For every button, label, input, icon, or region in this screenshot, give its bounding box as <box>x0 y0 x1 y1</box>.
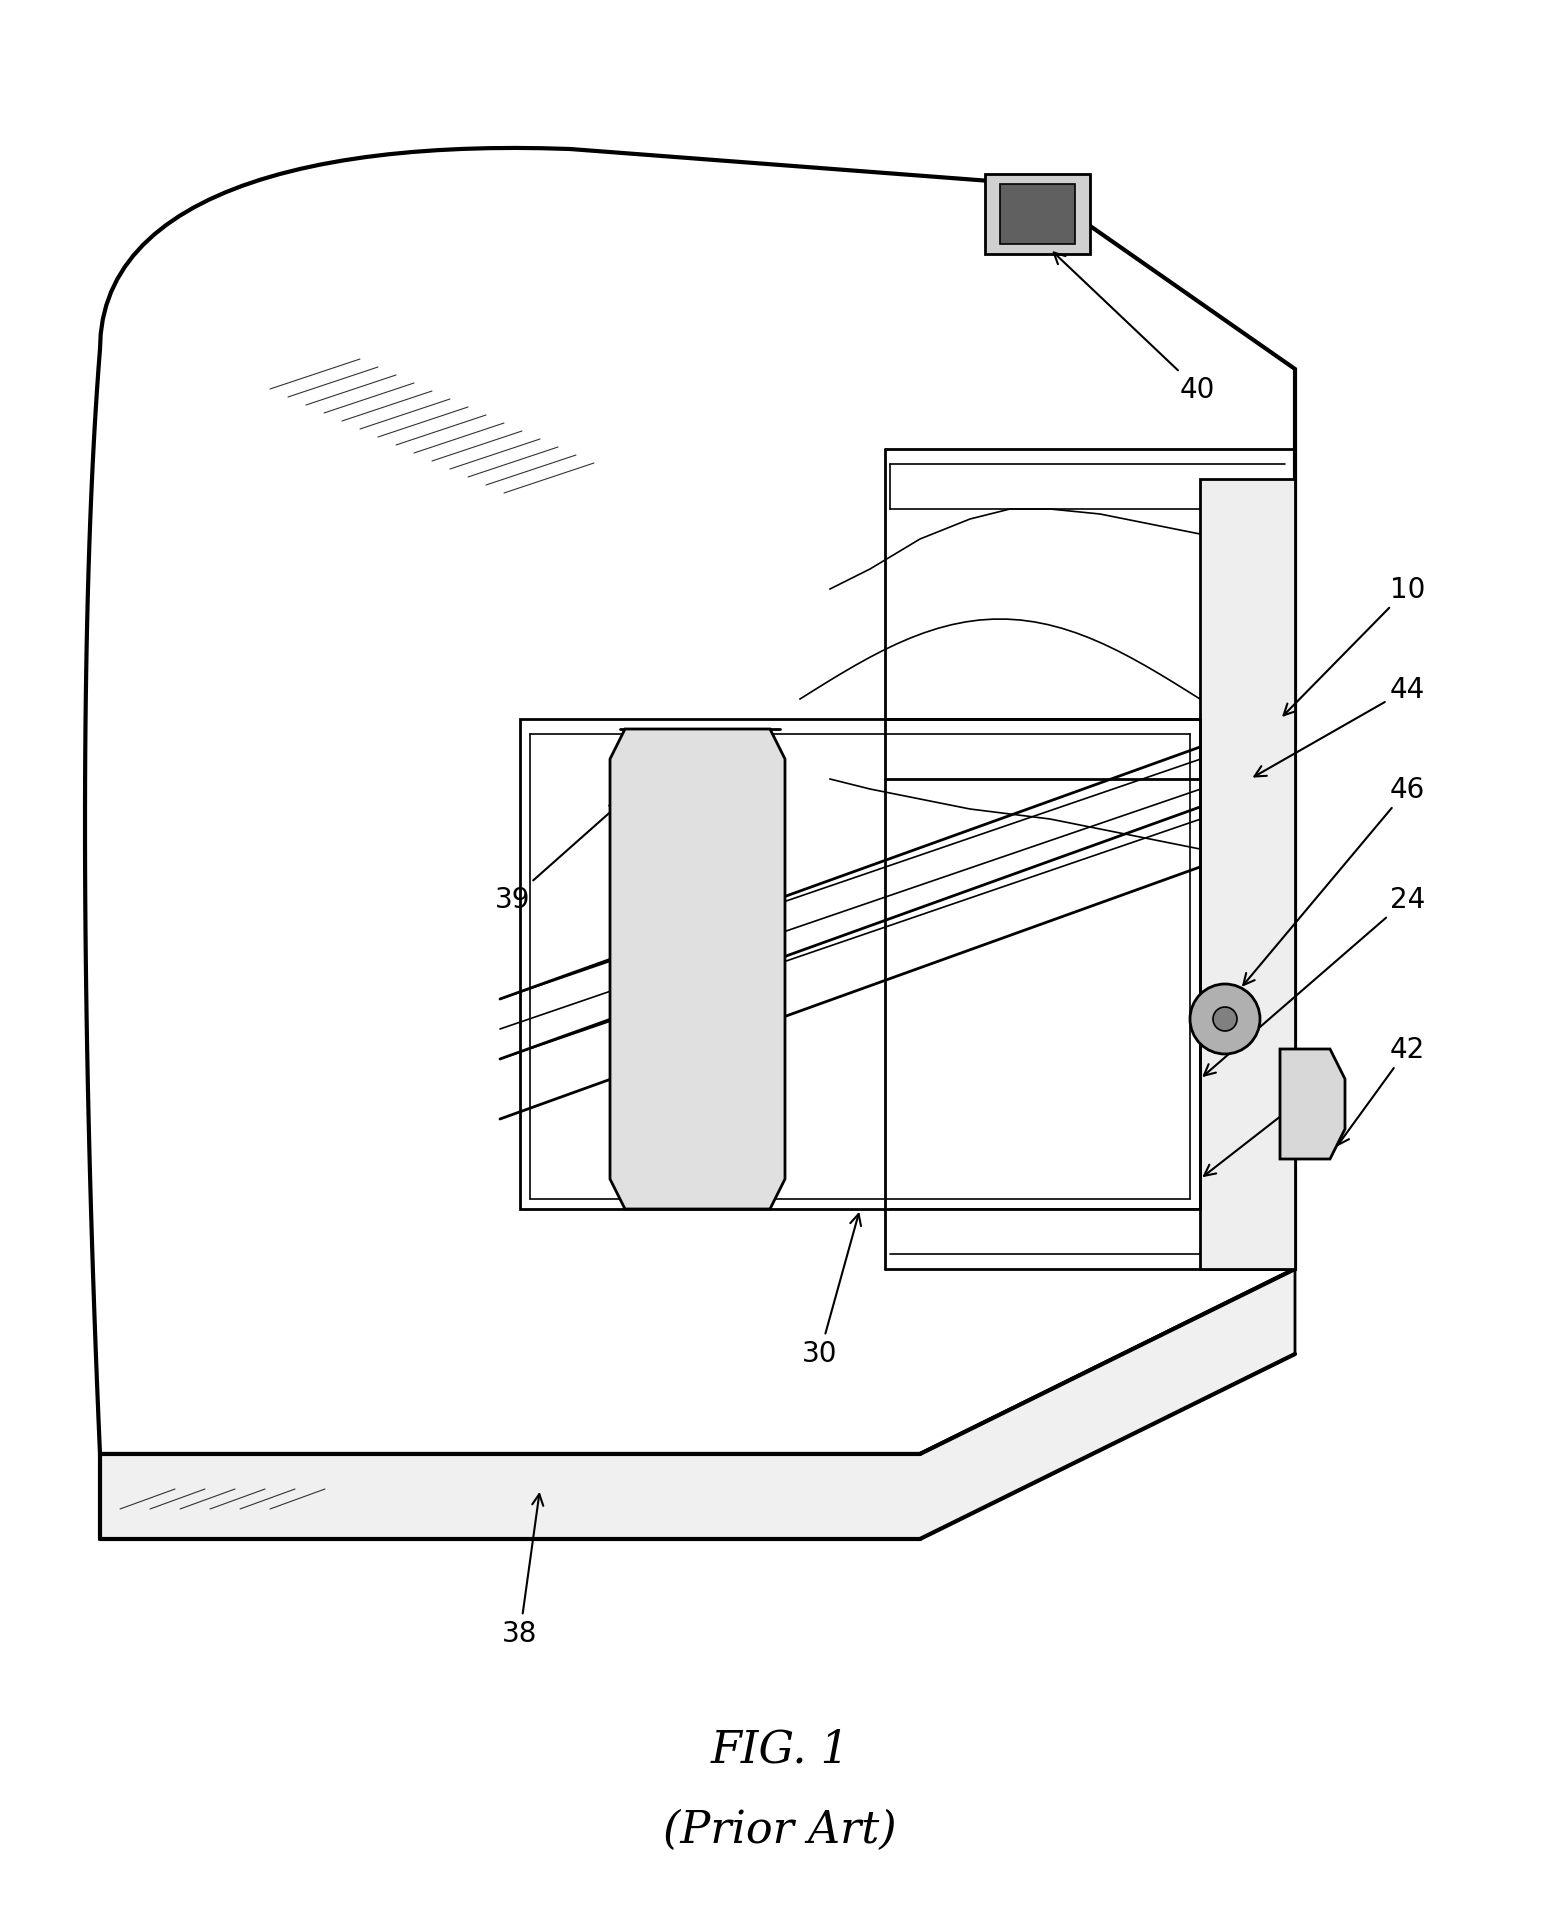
Text: 40: 40 <box>1054 254 1216 404</box>
Polygon shape <box>985 175 1090 256</box>
Text: 10: 10 <box>1283 576 1425 715</box>
Text: 42: 42 <box>1338 1036 1425 1146</box>
Text: 30: 30 <box>803 1215 861 1367</box>
Polygon shape <box>610 730 786 1209</box>
Circle shape <box>1213 1007 1236 1032</box>
Circle shape <box>1190 984 1260 1055</box>
Polygon shape <box>1280 1049 1345 1159</box>
Text: 24: 24 <box>1204 885 1425 1076</box>
Text: 39: 39 <box>494 803 620 913</box>
Polygon shape <box>100 1270 1296 1539</box>
Text: 44: 44 <box>1255 675 1425 776</box>
Text: (Prior Art): (Prior Art) <box>663 1808 896 1850</box>
Polygon shape <box>1200 481 1296 1270</box>
Text: FIG. 1: FIG. 1 <box>711 1728 850 1772</box>
Text: 40: 40 <box>1204 1085 1320 1177</box>
Polygon shape <box>999 185 1076 244</box>
Text: 46: 46 <box>1243 776 1425 986</box>
Polygon shape <box>86 149 1296 1455</box>
Text: 38: 38 <box>502 1495 543 1648</box>
